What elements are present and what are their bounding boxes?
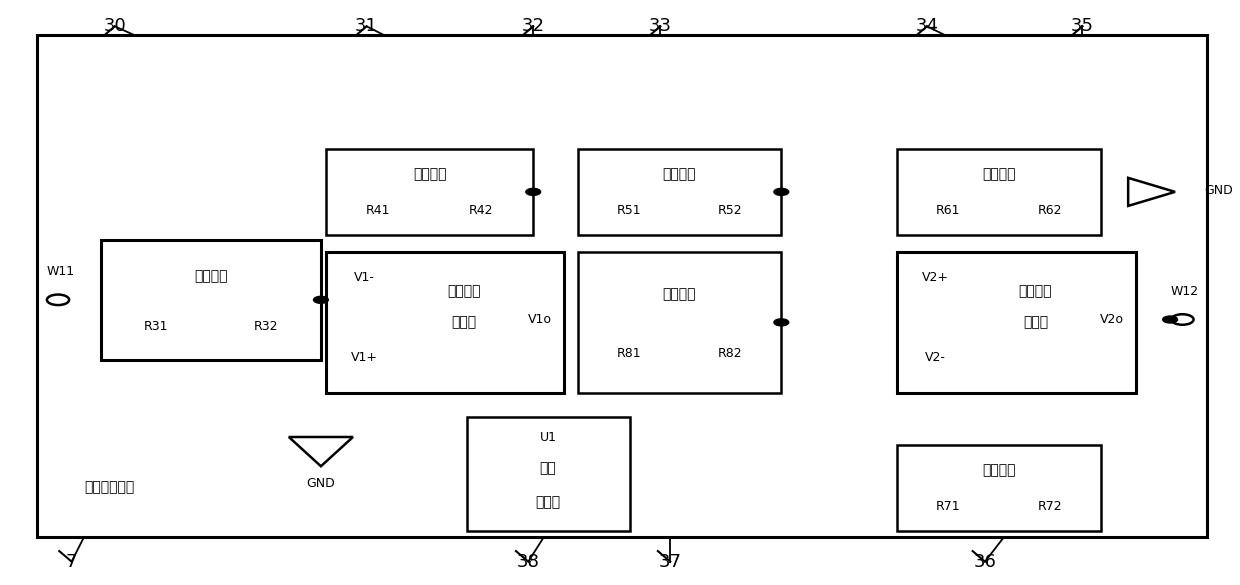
Text: W12: W12	[1171, 285, 1199, 298]
Text: R71: R71	[936, 500, 961, 514]
Circle shape	[1163, 316, 1178, 323]
Text: R51: R51	[616, 204, 641, 218]
Text: 第一: 第一	[539, 462, 557, 476]
Text: 34: 34	[915, 18, 939, 35]
Text: 35: 35	[1071, 18, 1094, 35]
Circle shape	[774, 188, 789, 195]
FancyBboxPatch shape	[578, 252, 781, 393]
Text: 第五电阻: 第五电阻	[662, 167, 696, 181]
Text: 第六电阻: 第六电阻	[982, 167, 1016, 181]
Text: GND: GND	[306, 477, 335, 490]
Circle shape	[314, 296, 329, 303]
FancyBboxPatch shape	[326, 149, 533, 235]
Text: V2-: V2-	[925, 351, 946, 364]
Text: 33: 33	[649, 18, 672, 35]
Text: 第八电阻: 第八电阻	[662, 287, 696, 301]
Text: V1-: V1-	[353, 270, 374, 284]
Text: V2o: V2o	[1100, 313, 1123, 326]
FancyBboxPatch shape	[102, 240, 321, 360]
Circle shape	[774, 319, 789, 326]
FancyBboxPatch shape	[898, 149, 1101, 235]
Text: U1: U1	[539, 431, 557, 444]
Text: R72: R72	[1038, 500, 1063, 514]
Text: R81: R81	[616, 347, 641, 360]
FancyBboxPatch shape	[898, 445, 1101, 531]
Text: 7: 7	[66, 553, 77, 570]
FancyBboxPatch shape	[578, 149, 781, 235]
Text: R41: R41	[366, 204, 389, 218]
Text: 第二运算: 第二运算	[1019, 284, 1053, 298]
Text: R31: R31	[144, 319, 169, 333]
Text: V1+: V1+	[351, 351, 377, 364]
Text: R52: R52	[718, 204, 743, 218]
Text: V2+: V2+	[923, 270, 949, 284]
Text: 31: 31	[355, 18, 378, 35]
Text: R32: R32	[254, 319, 278, 333]
Text: R82: R82	[718, 347, 743, 360]
Text: 放大器: 放大器	[451, 315, 476, 329]
Text: 37: 37	[658, 553, 682, 570]
Text: 放大器: 放大器	[1023, 315, 1048, 329]
FancyBboxPatch shape	[326, 252, 564, 393]
Text: 36: 36	[973, 553, 997, 570]
Circle shape	[526, 188, 541, 195]
Text: 第七电阻: 第七电阻	[982, 463, 1016, 477]
Text: 30: 30	[103, 18, 126, 35]
Text: R62: R62	[1038, 204, 1063, 218]
Text: W11: W11	[46, 265, 74, 278]
Text: 32: 32	[522, 18, 544, 35]
Text: R42: R42	[469, 204, 494, 218]
FancyBboxPatch shape	[37, 35, 1208, 537]
Text: 38: 38	[517, 553, 539, 570]
Text: V1o: V1o	[528, 313, 552, 326]
FancyBboxPatch shape	[898, 252, 1136, 393]
Text: 第三电阻: 第三电阻	[195, 269, 228, 283]
Text: 第一运算模块: 第一运算模块	[84, 480, 134, 494]
Text: 第四电阻: 第四电阻	[413, 167, 446, 181]
Text: 第一运算: 第一运算	[448, 284, 481, 298]
FancyBboxPatch shape	[466, 417, 630, 531]
Text: R61: R61	[936, 204, 961, 218]
Text: 电压源: 电压源	[536, 495, 560, 510]
Text: GND: GND	[1205, 184, 1234, 197]
